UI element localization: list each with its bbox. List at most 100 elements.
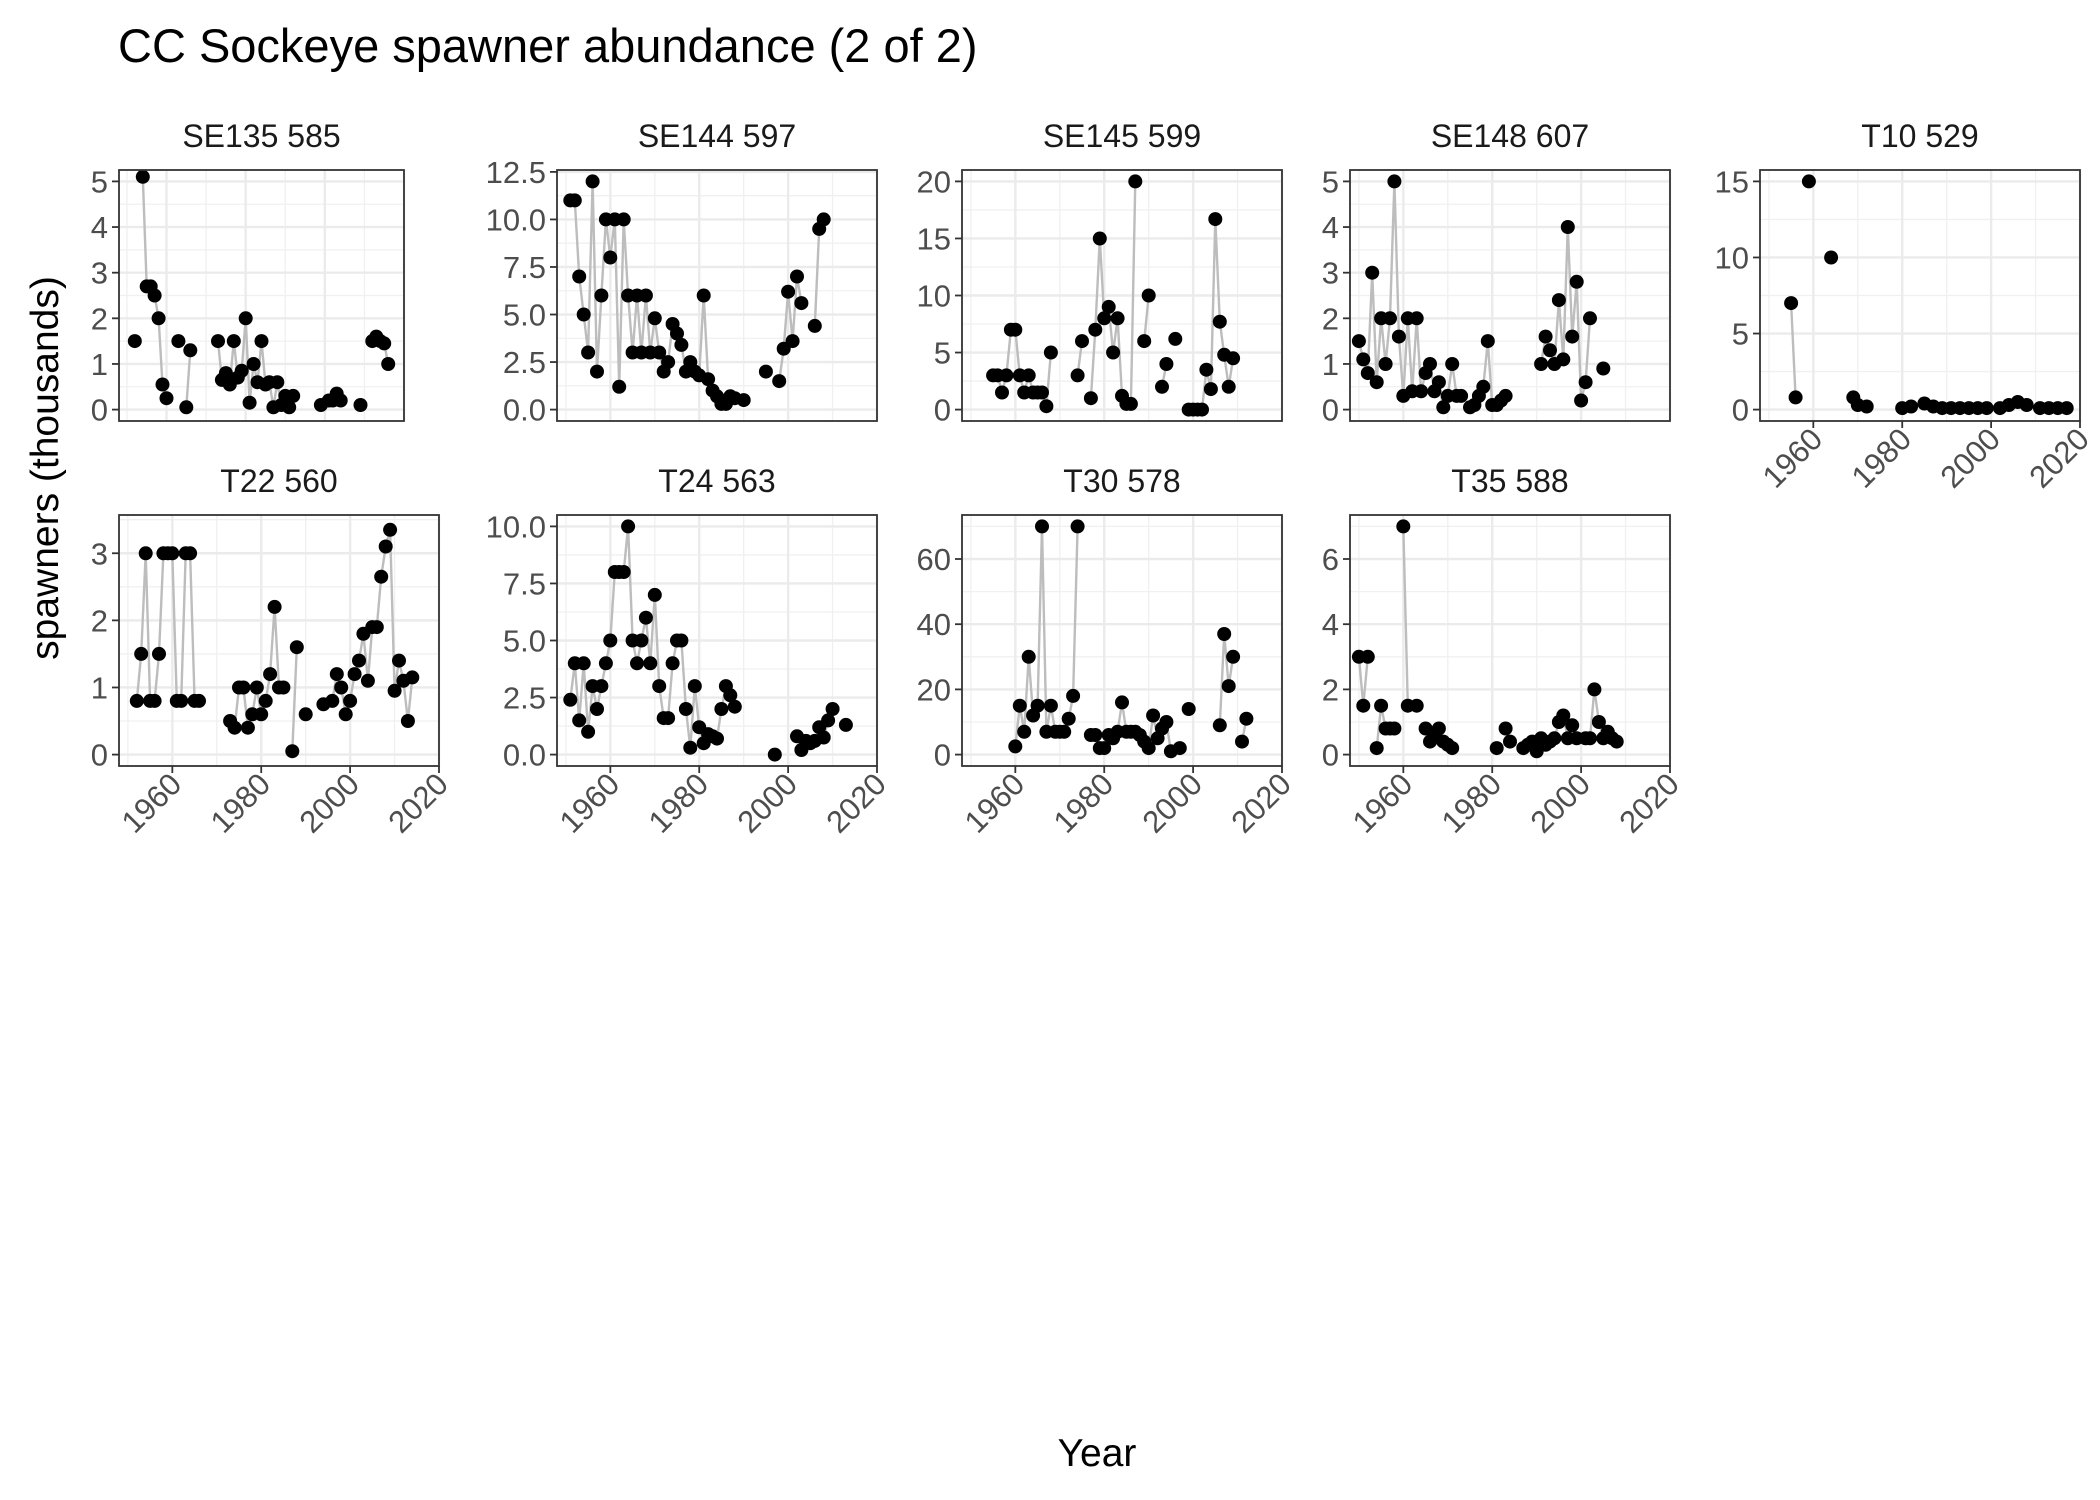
y-tick-label: 4 [1322, 210, 1339, 245]
y-tick-label: 5 [1732, 317, 1749, 352]
x-tick-label: 1960 [115, 766, 189, 840]
data-point [1208, 212, 1223, 227]
y-tick-label: 0.0 [503, 738, 546, 773]
data-point [333, 393, 348, 408]
data-point [1221, 679, 1236, 694]
data-point [1569, 274, 1584, 289]
data-point [2059, 401, 2074, 416]
y-tick-label: 0 [934, 393, 951, 428]
panel-border [1759, 169, 2081, 422]
x-tick-label: 1960 [553, 766, 627, 840]
data-point [1436, 400, 1451, 415]
data-point [227, 720, 242, 735]
data-point [246, 357, 261, 371]
data-point [567, 193, 582, 208]
data-point [1560, 220, 1575, 234]
data-point [1547, 731, 1562, 746]
data-point [576, 656, 591, 671]
y-tick-label: 40 [917, 607, 951, 642]
series-line [1218, 633, 1235, 726]
data-point [1123, 396, 1138, 411]
data-point [1360, 366, 1375, 381]
data-point [378, 539, 393, 554]
y-tick-label: 5 [91, 164, 108, 199]
y-axis-title: spawners (thousands) [24, 276, 67, 660]
data-point [236, 680, 251, 695]
x-tick-label: 2020 [2022, 421, 2096, 495]
data-point [590, 364, 604, 379]
data-point [661, 711, 676, 726]
x-tick-label: 1960 [1346, 766, 1420, 840]
x-tick-label: 1980 [1435, 766, 1509, 840]
data-point [159, 391, 174, 406]
data-point [369, 620, 384, 635]
data-point [1859, 399, 1874, 414]
data-point [1008, 322, 1023, 337]
panel-strip-label: T22 560 [220, 463, 337, 499]
data-point [1088, 728, 1103, 742]
panel-strip-label: SE145 599 [1043, 118, 1201, 154]
panel-7: T30 578 0 20 40 60 1960 1980 2000 2020 [917, 463, 1298, 840]
data-point [687, 679, 702, 694]
data-point [1235, 734, 1249, 749]
y-tick-label: 4 [91, 210, 108, 245]
data-point [1784, 296, 1799, 311]
data-point [1212, 718, 1227, 733]
data-point [135, 169, 150, 184]
data-point [603, 250, 618, 265]
data-point [377, 336, 392, 351]
y-tick-label: 0 [1732, 393, 1749, 428]
data-point [254, 707, 269, 722]
data-point [1556, 708, 1571, 723]
y-tick-label: 3 [91, 256, 108, 291]
data-point [781, 284, 796, 299]
data-point [353, 398, 368, 412]
data-point [1476, 379, 1491, 394]
data-point [289, 640, 304, 655]
x-tick-label: 2000 [1934, 421, 2008, 495]
panel-strip-label: T30 578 [1063, 463, 1180, 499]
y-tick-label: 3 [91, 536, 108, 571]
y-tick-label: 10 [1715, 240, 1749, 275]
data-point [138, 546, 153, 561]
data-point [276, 680, 291, 695]
data-point [594, 288, 609, 303]
data-point [218, 366, 233, 381]
data-point [211, 334, 225, 349]
y-tick-label: 7.5 [503, 250, 546, 285]
data-point [1904, 399, 1919, 414]
x-tick-label: 2000 [731, 766, 805, 840]
data-point [807, 318, 822, 333]
data-point [1137, 334, 1152, 349]
data-point [1351, 334, 1366, 349]
data-point [1212, 314, 1227, 329]
data-point [1369, 741, 1384, 756]
data-point [838, 717, 853, 732]
data-point [1035, 519, 1049, 534]
data-point [1801, 174, 1816, 189]
data-point [151, 311, 166, 326]
data-point [343, 693, 358, 708]
x-tick-label: 2020 [1612, 766, 1686, 840]
data-point [647, 311, 662, 326]
panel-strip-label: T24 563 [658, 463, 775, 499]
data-point [1374, 698, 1389, 713]
data-point [325, 693, 340, 708]
data-point [736, 393, 751, 408]
y-tick-label: 20 [917, 672, 951, 707]
data-point [129, 693, 144, 708]
data-point [374, 569, 389, 584]
data-point [152, 646, 166, 661]
x-tick-label: 2000 [1136, 766, 1210, 840]
data-point [727, 699, 742, 714]
data-point [598, 656, 613, 671]
data-point [1360, 649, 1375, 664]
x-tick-label: 1980 [204, 766, 278, 840]
panel-border [118, 514, 440, 767]
data-point [683, 740, 698, 755]
data-point [1565, 329, 1580, 344]
data-point [347, 667, 362, 682]
panel-5: T22 560 0 1 2 3 1960 1980 2000 2020 [91, 463, 455, 840]
data-point [790, 269, 804, 284]
